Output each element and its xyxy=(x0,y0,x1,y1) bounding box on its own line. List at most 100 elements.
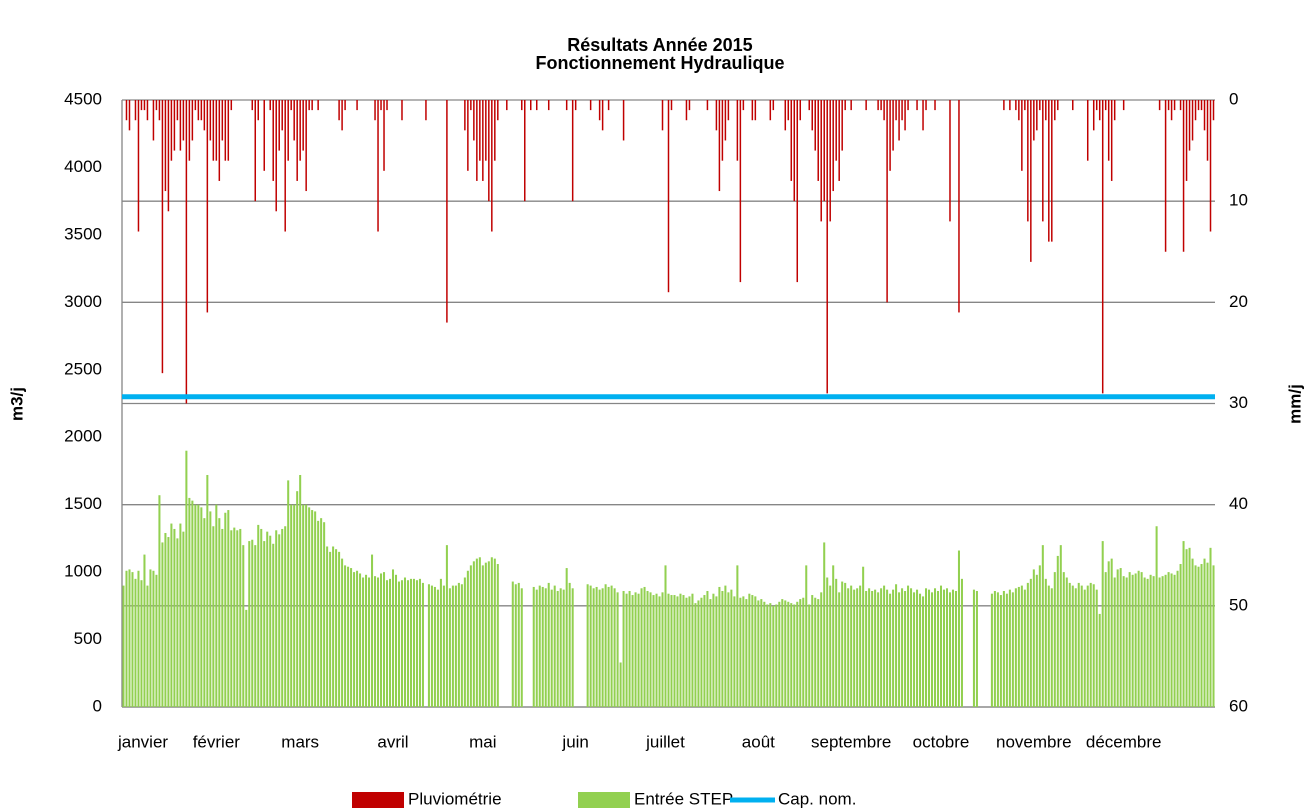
bar xyxy=(930,592,934,707)
bar xyxy=(856,588,859,707)
bar xyxy=(874,589,877,707)
bar xyxy=(1200,564,1203,707)
bar xyxy=(203,518,206,707)
bar xyxy=(1185,100,1188,181)
bar xyxy=(167,537,170,707)
bar xyxy=(778,601,781,707)
bar xyxy=(209,100,212,141)
bar xyxy=(1170,100,1173,121)
bar xyxy=(1203,558,1206,707)
bar xyxy=(308,100,310,111)
bar xyxy=(1009,100,1011,111)
bar xyxy=(380,573,383,707)
bar xyxy=(487,561,490,707)
bar xyxy=(661,100,664,131)
bar xyxy=(1057,100,1059,111)
bar xyxy=(1003,100,1005,111)
bar xyxy=(619,662,622,707)
bar xyxy=(703,595,706,707)
x-tick-label: mars xyxy=(281,732,319,751)
bar xyxy=(901,588,904,707)
y-tick-label: 2500 xyxy=(64,359,102,378)
bar xyxy=(227,510,230,707)
bar xyxy=(218,518,221,707)
bar xyxy=(272,100,274,181)
bar xyxy=(697,600,700,707)
bar xyxy=(898,100,900,141)
bar xyxy=(886,589,889,707)
bar xyxy=(592,588,595,707)
bar xyxy=(335,549,338,707)
bar xyxy=(841,581,844,707)
bar xyxy=(457,582,460,707)
bar xyxy=(547,582,550,707)
bar xyxy=(694,603,697,707)
bar xyxy=(1086,585,1089,707)
bar xyxy=(188,100,191,161)
bar xyxy=(368,577,371,707)
bar xyxy=(601,588,604,707)
y2-tick-label: 20 xyxy=(1229,292,1248,311)
bar xyxy=(820,100,822,222)
bar xyxy=(344,100,346,111)
bar xyxy=(433,586,436,707)
bar xyxy=(847,588,850,707)
bar xyxy=(1021,100,1023,171)
bar xyxy=(706,100,709,111)
bar xyxy=(257,100,259,121)
bar xyxy=(949,100,951,222)
bar xyxy=(299,100,301,161)
bar xyxy=(445,545,448,707)
bar xyxy=(427,584,430,707)
bar xyxy=(1038,565,1041,707)
bar xyxy=(467,100,469,171)
bar xyxy=(302,100,304,151)
bar xyxy=(134,100,137,121)
bar xyxy=(1095,100,1098,111)
bar xyxy=(1179,100,1182,111)
bar xyxy=(371,554,374,707)
bar xyxy=(308,507,311,707)
bar xyxy=(880,100,882,111)
bar xyxy=(454,585,457,707)
bar xyxy=(972,589,975,707)
bar xyxy=(1071,585,1074,707)
bar xyxy=(418,578,421,707)
bar xyxy=(380,100,382,111)
bar xyxy=(922,100,924,131)
bar xyxy=(556,590,559,707)
bar xyxy=(811,595,814,707)
bar xyxy=(916,100,918,111)
bar xyxy=(439,578,442,707)
bar xyxy=(939,585,943,707)
bar xyxy=(1179,564,1182,707)
bar xyxy=(1062,572,1065,707)
x-tick-label: mai xyxy=(469,732,496,751)
bar xyxy=(736,100,739,161)
bar xyxy=(344,565,347,707)
bar xyxy=(421,582,424,707)
bar xyxy=(1059,545,1062,707)
bar xyxy=(1051,100,1053,242)
bar xyxy=(131,572,134,707)
bar xyxy=(835,578,838,707)
bar xyxy=(491,100,493,232)
bar xyxy=(817,599,820,707)
bar xyxy=(754,596,757,707)
bar xyxy=(1044,578,1047,707)
bar xyxy=(1008,589,1011,707)
bar xyxy=(155,574,158,707)
bar xyxy=(125,570,128,707)
bar xyxy=(1152,576,1155,707)
bar xyxy=(530,100,532,111)
bar xyxy=(975,590,978,707)
bar xyxy=(850,585,853,707)
bar xyxy=(158,495,161,707)
bar xyxy=(221,100,224,141)
bar xyxy=(1116,569,1119,707)
bar xyxy=(565,100,568,111)
bar xyxy=(155,100,158,111)
y-tick-label: 4500 xyxy=(64,89,102,108)
bar xyxy=(143,100,146,111)
bar xyxy=(1080,585,1083,707)
